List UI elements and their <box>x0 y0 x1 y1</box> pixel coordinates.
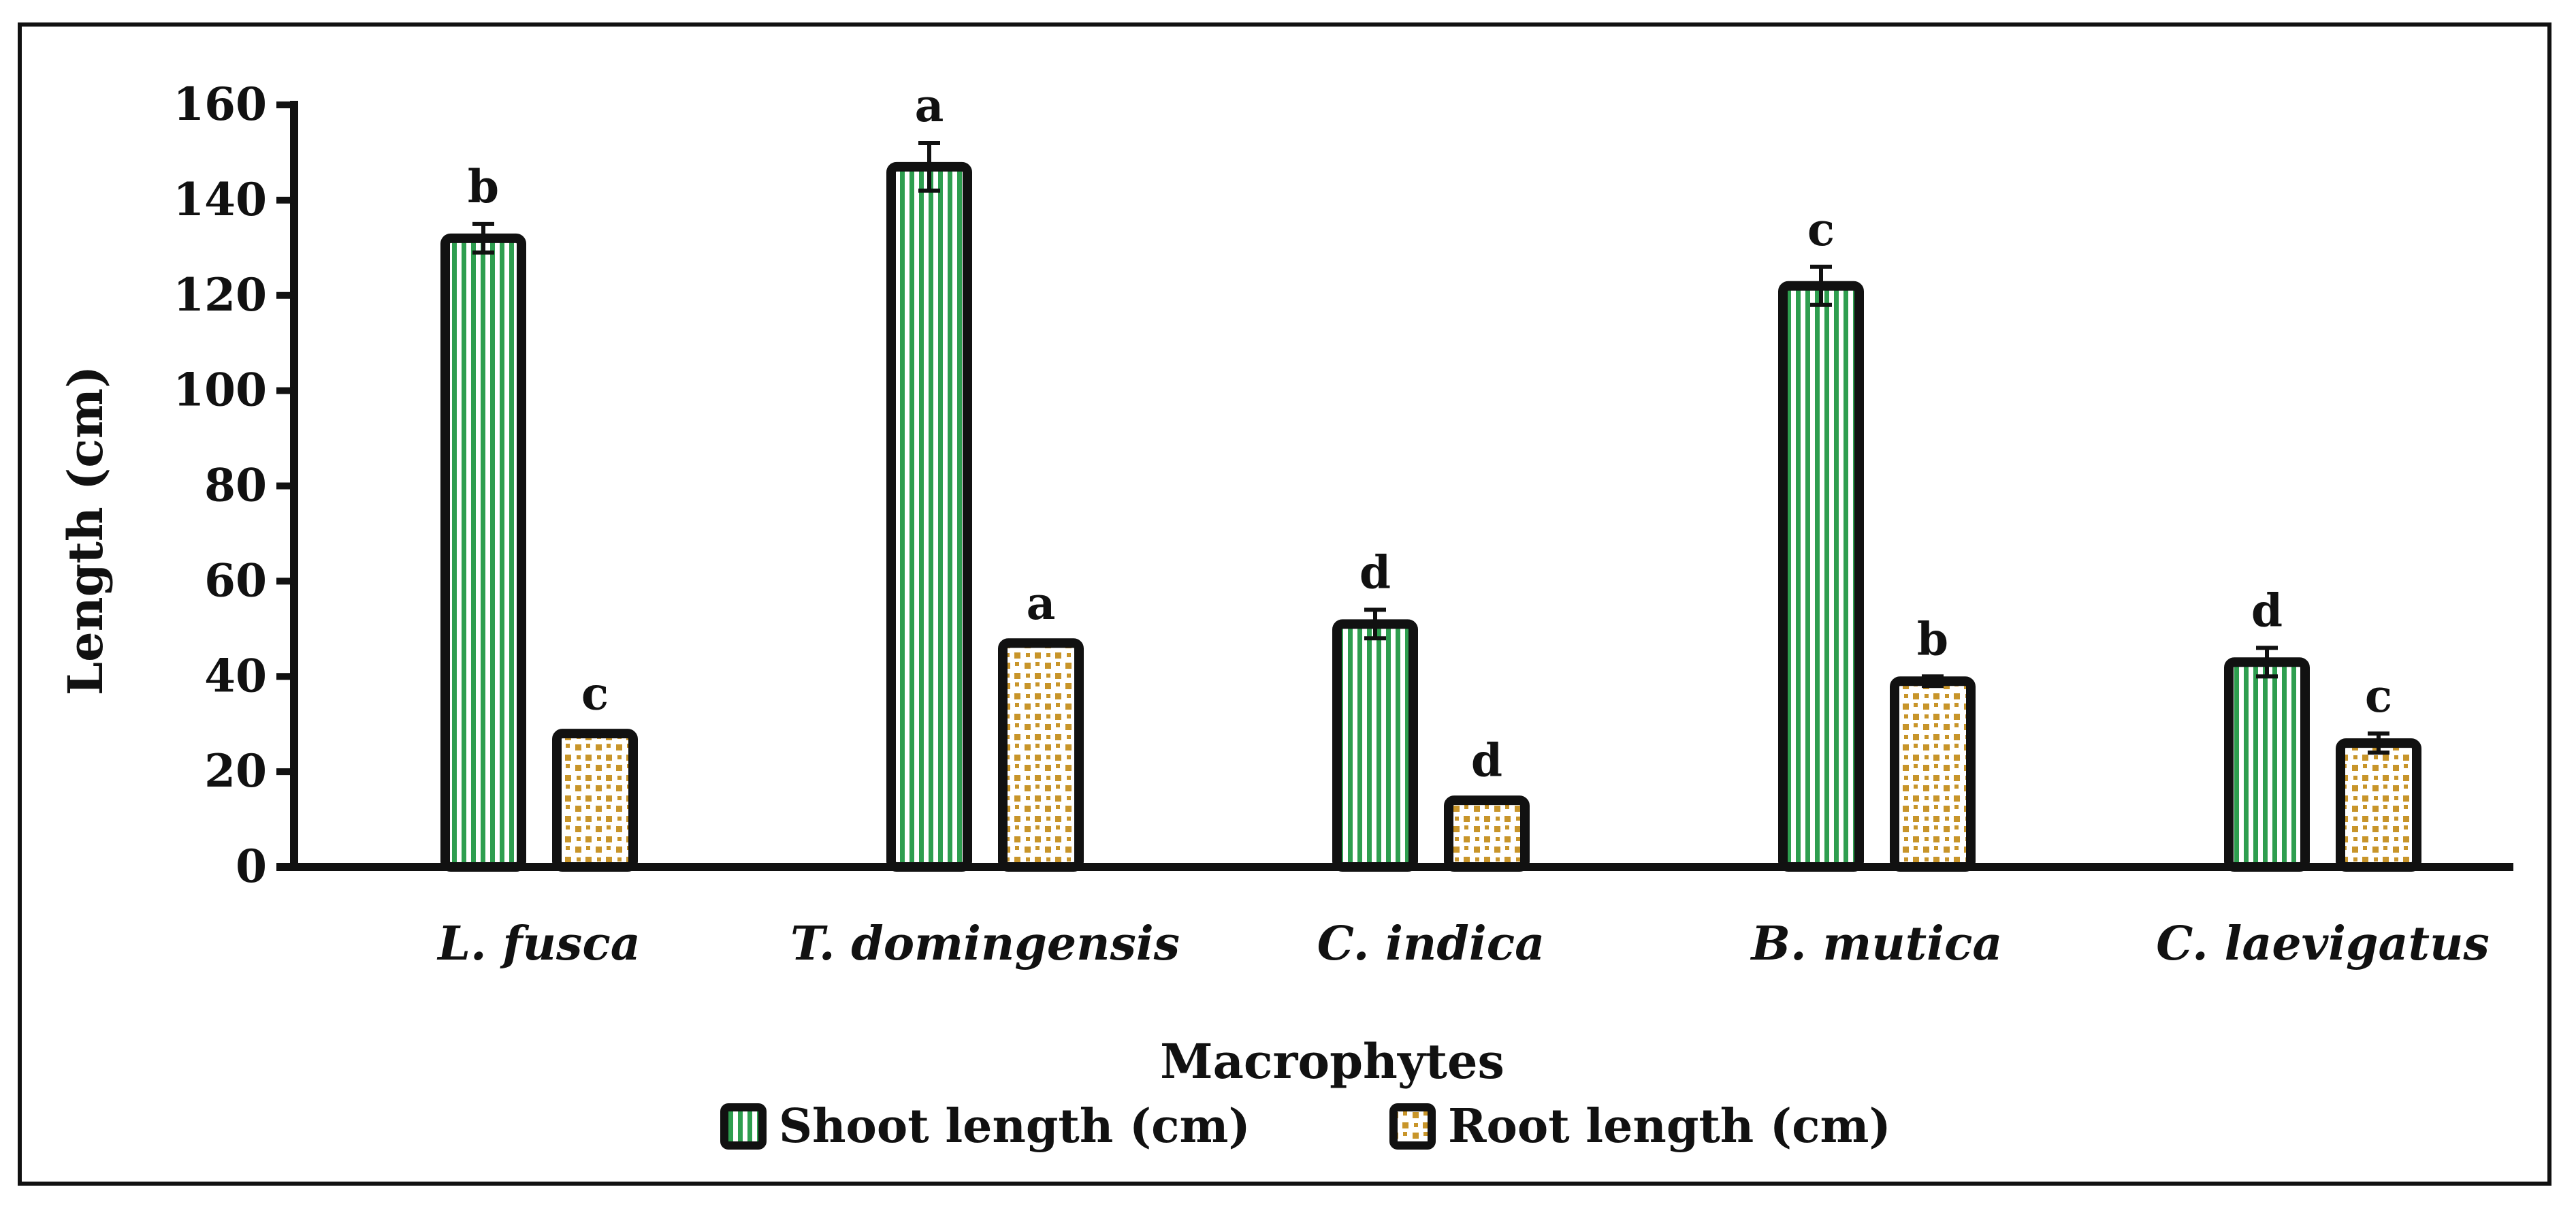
bars-group <box>440 140 2421 872</box>
y-tick-label: 120 <box>173 268 267 321</box>
bar-shoot-1 <box>886 161 972 872</box>
legend: Shoot length (cm) Root length (cm) <box>720 1099 1891 1154</box>
error-bar-shoot-4 <box>2256 646 2278 679</box>
significance-letter-shoot-4: d <box>2251 584 2283 637</box>
significance-letter-root-4: c <box>2365 669 2392 723</box>
bar-chart: 0 20 40 60 80 100 120 140 160 b c L. fusca a a T. dom… <box>57 78 2513 1154</box>
x-axis-title: Macrophytes <box>1160 1033 1504 1090</box>
significance-letter-shoot-2: d <box>1359 546 1391 599</box>
error-bar-shoot-3 <box>1810 264 1832 307</box>
significance-letter-shoot-3: c <box>1807 203 1835 256</box>
significance-letter-shoot-0: b <box>468 160 499 213</box>
error-bar-root-4 <box>2368 731 2389 755</box>
x-tick-label-4: C. laevigatus <box>2156 917 2490 971</box>
bar-shoot-0 <box>440 233 526 872</box>
bar-shoot-3 <box>1778 281 1864 872</box>
x-tick-label-2: C. indica <box>1317 917 1545 971</box>
error-bar-root-1 <box>1030 638 1052 648</box>
labels-group: b c L. fusca a a T. domingensis d d C. indica c b B… <box>436 79 2490 971</box>
bar-root-2 <box>1444 795 1530 872</box>
y-tick-label: 20 <box>204 744 267 797</box>
error-bar-root-2 <box>1476 795 1498 805</box>
error-bar-shoot-2 <box>1364 607 1386 641</box>
x-tick-label-1: T. domingensis <box>790 917 1180 971</box>
legend-label-shoot: Shoot length (cm) <box>779 1099 1251 1154</box>
y-tick-label: 140 <box>173 173 267 226</box>
legend-swatch-shoot <box>720 1103 767 1150</box>
error-bar-root-0 <box>584 729 606 738</box>
significance-letter-root-0: c <box>581 667 609 721</box>
axes: 0 20 40 60 80 100 120 140 160 <box>173 78 298 893</box>
x-tick-label-3: B. mutica <box>1750 917 2003 971</box>
bar-root-3 <box>1890 676 1976 872</box>
significance-letter-root-1: a <box>1027 577 1056 630</box>
y-tick-label: 100 <box>173 364 267 417</box>
significance-letter-root-3: b <box>1917 612 1948 665</box>
y-tick-label: 40 <box>204 649 267 702</box>
bar-root-0 <box>552 729 638 872</box>
y-axis-title: Length (cm) <box>57 366 114 695</box>
significance-letter-root-2: d <box>1471 734 1502 787</box>
bar-shoot-4 <box>2224 657 2310 872</box>
error-bar-root-3 <box>1922 674 1944 689</box>
y-tick-label: 0 <box>236 840 267 893</box>
bar-shoot-2 <box>1332 619 1418 872</box>
y-tick-label: 80 <box>204 459 267 512</box>
error-bar-shoot-0 <box>472 221 494 255</box>
x-tick-label-0: L. fusca <box>436 917 641 971</box>
significance-letter-shoot-1: a <box>915 79 944 132</box>
legend-label-root: Root length (cm) <box>1448 1099 1891 1154</box>
bar-root-4 <box>2336 738 2421 872</box>
legend-swatch-root <box>1389 1103 1436 1150</box>
y-tick-label: 160 <box>173 78 267 131</box>
error-bar-shoot-1 <box>918 140 940 193</box>
bar-root-1 <box>998 638 1084 872</box>
chart-frame: 0 20 40 60 80 100 120 140 160 b c L. fusca a a T. dom… <box>18 22 2551 1186</box>
y-tick-label: 60 <box>204 554 267 607</box>
